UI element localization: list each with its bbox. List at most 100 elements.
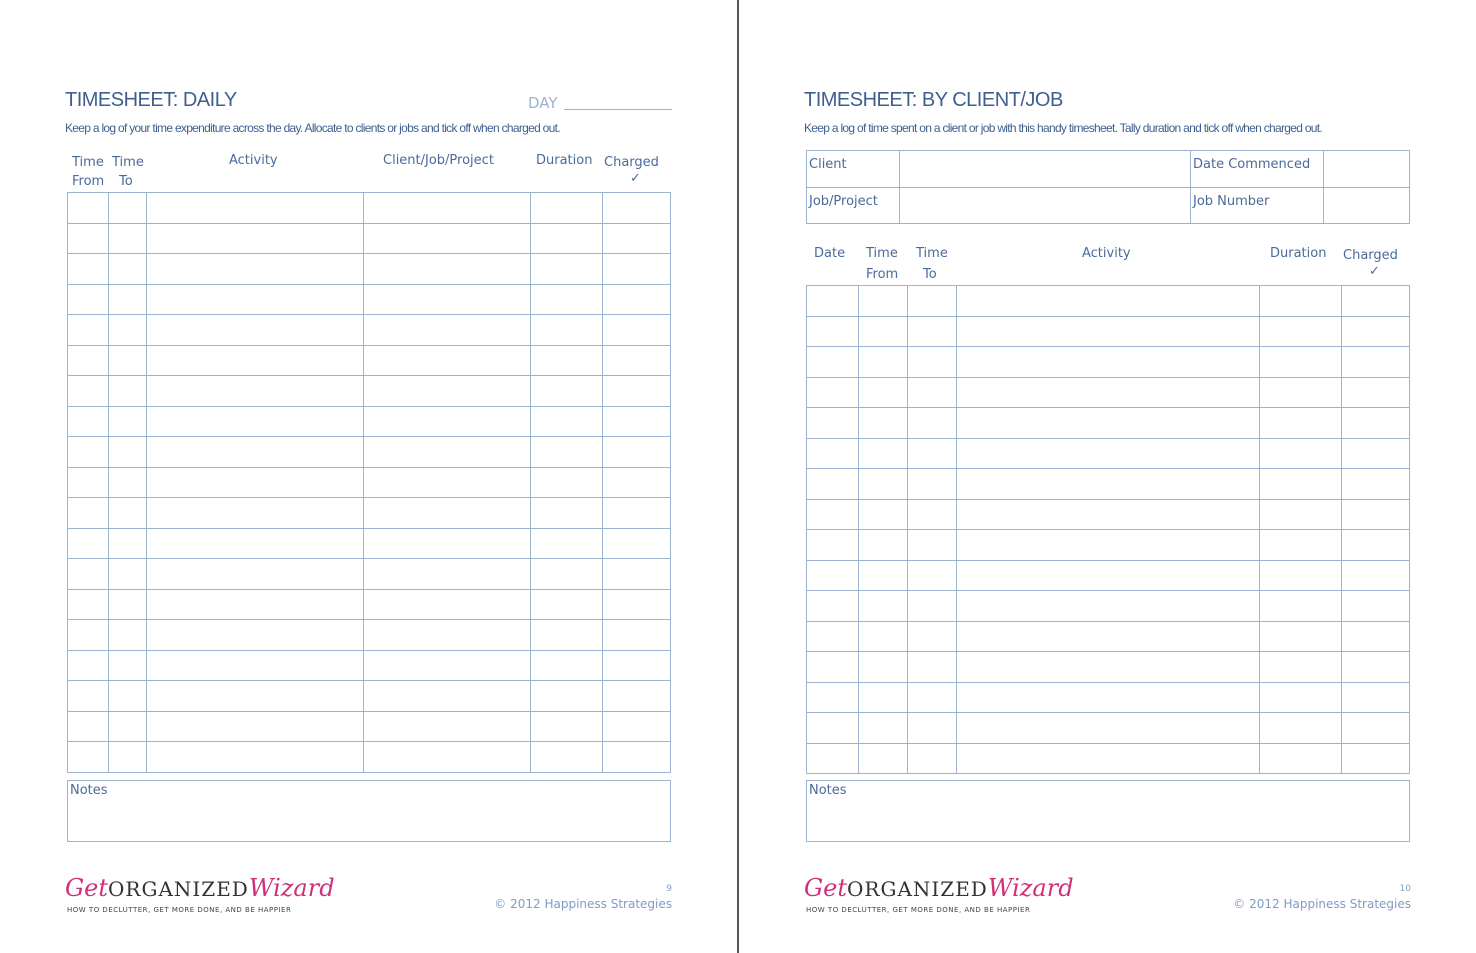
charged-cell[interactable] — [1341, 407, 1410, 439]
date-cell[interactable] — [806, 407, 859, 439]
time-from-cell[interactable] — [858, 559, 908, 591]
time-from-cell[interactable] — [858, 437, 908, 469]
duration-cell[interactable] — [1259, 498, 1342, 530]
duration-cell[interactable] — [530, 527, 603, 559]
date-cell[interactable] — [806, 285, 859, 317]
time-from-cell[interactable] — [858, 315, 908, 347]
activity-cell[interactable] — [146, 710, 364, 742]
date-cell[interactable] — [806, 376, 859, 408]
activity-cell[interactable] — [146, 527, 364, 559]
charged-cell[interactable] — [602, 344, 671, 376]
charged-cell[interactable] — [602, 192, 671, 224]
activity-cell[interactable] — [956, 437, 1260, 469]
time-to-cell[interactable] — [108, 222, 147, 254]
time-from-cell[interactable] — [67, 558, 109, 590]
date-cell[interactable] — [806, 315, 859, 347]
time-to-cell[interactable] — [907, 620, 957, 652]
activity-cell[interactable] — [146, 436, 364, 468]
time-from-cell[interactable] — [858, 529, 908, 561]
time-to-cell[interactable] — [907, 559, 957, 591]
client-job-project-cell[interactable] — [363, 466, 531, 498]
time-from-cell[interactable] — [67, 497, 109, 529]
duration-cell[interactable] — [530, 619, 603, 651]
activity-cell[interactable] — [146, 466, 364, 498]
duration-cell[interactable] — [530, 741, 603, 773]
charged-cell[interactable] — [1341, 376, 1410, 408]
duration-cell[interactable] — [530, 375, 603, 407]
date-cell[interactable] — [806, 742, 859, 774]
time-from-cell[interactable] — [67, 375, 109, 407]
activity-cell[interactable] — [146, 588, 364, 620]
charged-cell[interactable] — [602, 466, 671, 498]
day-field[interactable] — [564, 109, 672, 110]
charged-cell[interactable] — [602, 619, 671, 651]
time-from-cell[interactable] — [67, 466, 109, 498]
charged-cell[interactable] — [1341, 285, 1410, 317]
time-from-cell[interactable] — [858, 712, 908, 744]
duration-cell[interactable] — [1259, 620, 1342, 652]
time-to-cell[interactable] — [108, 283, 147, 315]
duration-cell[interactable] — [530, 222, 603, 254]
client-job-project-cell[interactable] — [363, 497, 531, 529]
client-job-project-cell[interactable] — [363, 558, 531, 590]
time-from-cell[interactable] — [67, 314, 109, 346]
activity-cell[interactable] — [956, 712, 1260, 744]
client-job-project-cell[interactable] — [363, 710, 531, 742]
time-to-cell[interactable] — [108, 527, 147, 559]
time-to-cell[interactable] — [907, 437, 957, 469]
charged-cell[interactable] — [602, 375, 671, 407]
time-from-cell[interactable] — [858, 498, 908, 530]
time-from-cell[interactable] — [67, 741, 109, 773]
activity-cell[interactable] — [146, 405, 364, 437]
time-from-cell[interactable] — [67, 253, 109, 285]
duration-cell[interactable] — [1259, 468, 1342, 500]
time-to-cell[interactable] — [907, 590, 957, 622]
client-job-project-cell[interactable] — [363, 619, 531, 651]
time-to-cell[interactable] — [907, 529, 957, 561]
date-cell[interactable] — [806, 559, 859, 591]
time-to-cell[interactable] — [108, 649, 147, 681]
time-from-cell[interactable] — [67, 588, 109, 620]
activity-cell[interactable] — [146, 222, 364, 254]
activity-cell[interactable] — [146, 314, 364, 346]
duration-cell[interactable] — [1259, 681, 1342, 713]
duration-cell[interactable] — [530, 314, 603, 346]
time-to-cell[interactable] — [907, 376, 957, 408]
date-cell[interactable] — [806, 681, 859, 713]
charged-cell[interactable] — [602, 710, 671, 742]
charged-cell[interactable] — [602, 588, 671, 620]
time-to-cell[interactable] — [907, 498, 957, 530]
activity-cell[interactable] — [956, 285, 1260, 317]
charged-cell[interactable] — [1341, 437, 1410, 469]
activity-cell[interactable] — [146, 741, 364, 773]
activity-cell[interactable] — [146, 649, 364, 681]
charged-cell[interactable] — [1341, 742, 1410, 774]
time-to-cell[interactable] — [907, 468, 957, 500]
activity-cell[interactable] — [146, 497, 364, 529]
time-to-cell[interactable] — [108, 588, 147, 620]
time-to-cell[interactable] — [907, 681, 957, 713]
time-to-cell[interactable] — [907, 346, 957, 378]
time-from-cell[interactable] — [67, 649, 109, 681]
activity-cell[interactable] — [956, 620, 1260, 652]
duration-cell[interactable] — [530, 497, 603, 529]
activity-cell[interactable] — [956, 315, 1260, 347]
client-job-project-cell[interactable] — [363, 375, 531, 407]
time-from-cell[interactable] — [858, 590, 908, 622]
time-to-cell[interactable] — [108, 375, 147, 407]
charged-cell[interactable] — [602, 497, 671, 529]
client-job-project-cell[interactable] — [363, 741, 531, 773]
duration-cell[interactable] — [1259, 651, 1342, 683]
activity-cell[interactable] — [146, 619, 364, 651]
time-to-cell[interactable] — [108, 405, 147, 437]
duration-cell[interactable] — [530, 283, 603, 315]
client-job-project-cell[interactable] — [363, 436, 531, 468]
duration-cell[interactable] — [1259, 559, 1342, 591]
duration-cell[interactable] — [1259, 437, 1342, 469]
activity-cell[interactable] — [956, 529, 1260, 561]
charged-cell[interactable] — [1341, 651, 1410, 683]
duration-cell[interactable] — [530, 680, 603, 712]
date-cell[interactable] — [806, 498, 859, 530]
job-project-field[interactable] — [899, 186, 1191, 224]
time-from-cell[interactable] — [67, 405, 109, 437]
